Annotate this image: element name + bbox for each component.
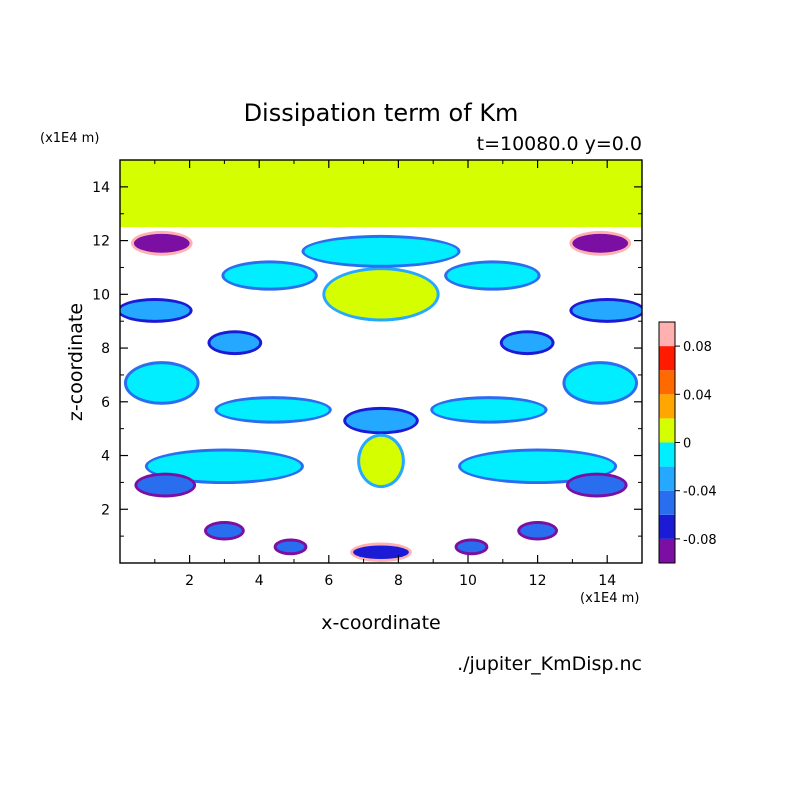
y-tick-label: 8 xyxy=(101,341,110,357)
colorbar-swatch xyxy=(659,466,675,491)
y-tick-label: 6 xyxy=(101,395,110,411)
colorbar-tick-label: 0.08 xyxy=(683,340,712,355)
x-axis: 2 4 6 8 10 12 14 xyxy=(154,160,616,589)
field-region xyxy=(207,524,242,538)
colorbar-swatch xyxy=(659,322,675,347)
colorbar-swatch xyxy=(659,490,675,515)
source-filename: ./jupiter_KmDisp.nc xyxy=(457,653,642,675)
field-region xyxy=(572,233,629,253)
x-tick-label: 6 xyxy=(324,573,333,589)
field-region xyxy=(520,524,555,538)
colorbar-swatch xyxy=(659,538,675,563)
x-tick-label: 12 xyxy=(529,573,547,589)
x-tick-label: 2 xyxy=(185,573,194,589)
x-axis-label: x-coordinate xyxy=(321,612,440,634)
y-tick-label: 10 xyxy=(92,287,110,303)
colorbar-swatch xyxy=(659,370,675,395)
field-region xyxy=(133,233,190,253)
field-region xyxy=(433,399,545,421)
x-unit-label: (x1E4 m) xyxy=(580,591,639,606)
field-region xyxy=(457,541,486,553)
x-tick-label: 8 xyxy=(394,573,403,589)
field-region xyxy=(276,541,305,553)
x-tick-label: 4 xyxy=(255,573,264,589)
field-region xyxy=(210,333,260,353)
field-top-layer xyxy=(120,160,642,228)
colorbar-tick-label: 0.04 xyxy=(683,388,712,403)
chart-subtitle: t=10080.0 y=0.0 xyxy=(477,133,642,155)
colorbar-swatch xyxy=(659,346,675,371)
field-region xyxy=(346,409,416,432)
field-region xyxy=(137,475,194,495)
colorbar-tick-label: -0.08 xyxy=(683,533,717,548)
field-region xyxy=(217,399,329,421)
field-region xyxy=(120,301,190,320)
plot-frame xyxy=(119,159,643,564)
colorbar-swatch xyxy=(659,418,675,443)
y-axis: 2 4 6 8 10 12 14 xyxy=(92,180,642,537)
plot-area xyxy=(120,160,642,563)
field-region xyxy=(126,364,197,402)
field-region xyxy=(147,451,301,482)
chart-title: Dissipation term of Km xyxy=(244,99,519,127)
y-tick-label: 4 xyxy=(101,449,110,465)
field-region xyxy=(447,263,538,288)
y-tick-label: 2 xyxy=(101,502,110,518)
colorbar: 0.08 0.04 0 -0.04 -0.08 xyxy=(658,321,717,564)
field-region xyxy=(568,475,625,495)
colorbar-swatch xyxy=(659,394,675,419)
y-axis-label: z-coordinate xyxy=(65,303,87,421)
field-region xyxy=(224,263,315,288)
colorbar-tick-label: -0.04 xyxy=(683,485,717,500)
field-region xyxy=(565,364,636,402)
field-region xyxy=(304,237,458,265)
field-region xyxy=(325,270,437,319)
colorbar-swatch xyxy=(659,514,675,539)
x-tick-label: 10 xyxy=(459,573,477,589)
field-region xyxy=(360,436,402,486)
field-region xyxy=(502,333,552,353)
colorbar-swatch xyxy=(659,442,675,467)
y-tick-label: 12 xyxy=(92,234,110,250)
x-tick-label: 14 xyxy=(598,573,616,589)
field-region xyxy=(461,451,615,482)
y-unit-label: (x1E4 m) xyxy=(40,131,99,146)
colorbar-tick-label: 0 xyxy=(683,437,691,452)
y-tick-label: 14 xyxy=(92,180,110,196)
field-region xyxy=(353,545,409,559)
field-region xyxy=(572,301,642,320)
